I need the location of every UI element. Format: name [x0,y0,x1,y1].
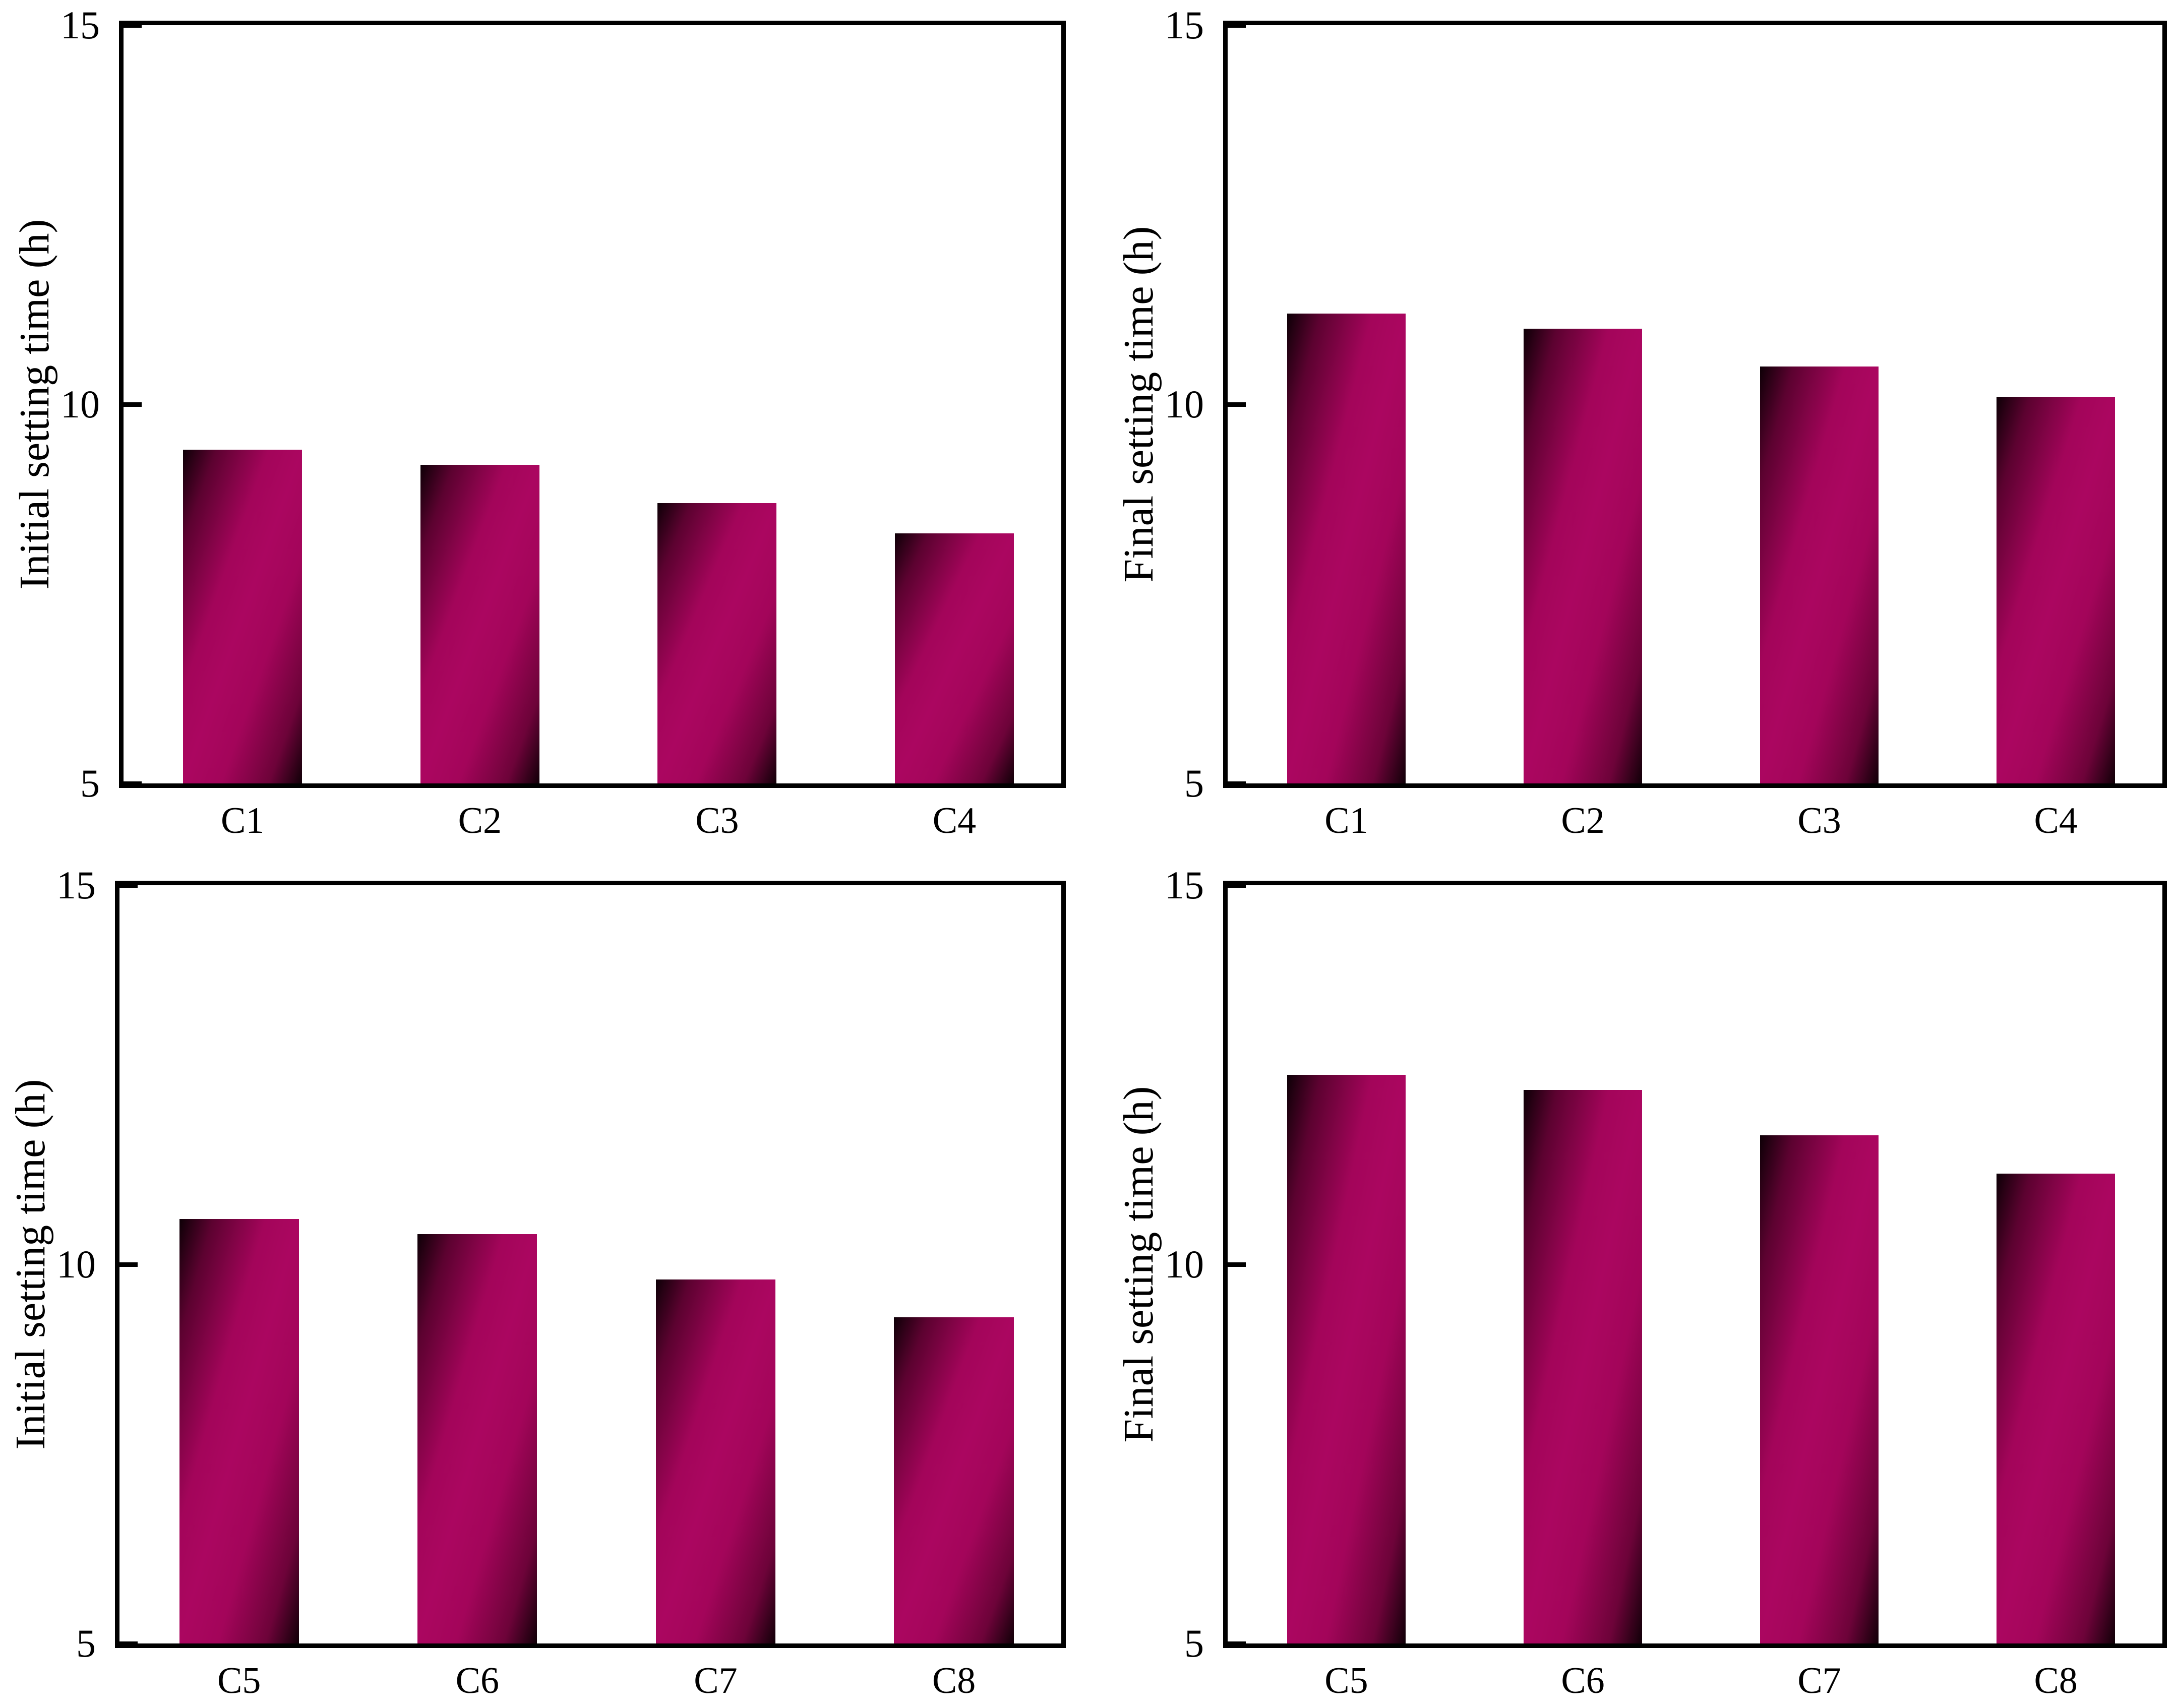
bar-c3 [1760,366,1879,783]
x-tick-label-c5: C5 [217,1660,261,1701]
x-tick-label-c7: C7 [694,1660,738,1701]
x-tick-label-c1: C1 [221,800,265,841]
y-tick-mark-10 [124,402,142,407]
y-tick-mark-15 [1228,23,1246,28]
x-tick-label-c2: C2 [1561,800,1605,841]
y-tick-label-5: 5 [76,1621,96,1665]
y-tick-mark-5 [119,1641,138,1646]
y-tick-mark-15 [1228,883,1246,888]
x-tick-label-c8: C8 [932,1660,976,1701]
bar-c6 [1523,1090,1643,1643]
bar-c2 [1523,328,1643,783]
y-tick-label-15: 15 [1165,3,1204,47]
bar-c1 [1287,313,1406,783]
y-tick-label-10: 10 [61,382,100,426]
y-tick-label-5: 5 [1184,1621,1204,1665]
bar-c8 [894,1317,1014,1643]
x-tick-label-c5: C5 [1324,1660,1368,1701]
y-tick-mark-10 [1228,402,1246,407]
bar-c5 [1287,1075,1406,1643]
bar-c2 [420,465,539,783]
chart-panel-bottom-left-initial-setting-time: Initial setting time (h) C5 C6 C7 C8 5 10 15 [0,854,1088,1708]
y-axis-label: Final setting time (h) [1115,226,1162,583]
x-tick-label-c8: C8 [2034,1660,2078,1701]
chart-panel-top-right-final-setting-time: Final setting time (h) C1 C2 C3 C4 5 10 15 [1088,0,2177,854]
y-axis-label: Initial setting time (h) [7,1079,54,1450]
x-tick-label-c1: C1 [1324,800,1368,841]
y-tick-mark-15 [119,883,138,888]
y-tick-mark-5 [1228,1641,1246,1646]
x-tick-label-c4: C4 [932,800,977,841]
bar-c8 [1996,1173,2115,1643]
chart-panel-top-left-initial-setting-time: Initial setting time (h) C1 C2 C3 C4 5 10 15 [0,0,1088,854]
chart-panel-bottom-right-final-setting-time: Final setting time (h) C5 C6 C7 C8 5 10 15 [1088,854,2177,1708]
x-tick-label-c3: C3 [695,800,739,841]
y-tick-label-15: 15 [61,3,100,47]
y-tick-mark-15 [124,23,142,28]
y-tick-label-15: 15 [1165,863,1204,907]
y-tick-mark-10 [119,1262,138,1267]
y-tick-label-10: 10 [1165,1242,1204,1286]
y-tick-label-5: 5 [1184,761,1204,805]
y-tick-label-10: 10 [1165,382,1204,426]
bar-c1 [183,450,303,783]
bar-c7 [655,1279,776,1643]
x-tick-label-c3: C3 [1797,800,1841,841]
x-tick-label-c6: C6 [455,1660,500,1701]
x-tick-label-c7: C7 [1797,1660,1841,1701]
bar-c4 [1996,396,2115,783]
bar-c6 [417,1234,537,1643]
y-tick-label-15: 15 [56,863,96,907]
y-tick-label-5: 5 [80,761,100,805]
x-tick-label-c4: C4 [2034,800,2078,841]
plot-area: Final setting time (h) [1115,21,2167,788]
y-axis-label: Final setting time (h) [1115,1086,1162,1443]
y-tick-mark-10 [1228,1262,1246,1267]
x-tick-label-c2: C2 [458,800,502,841]
y-tick-mark-5 [124,781,142,786]
plot-area: Initial setting time (h) [7,881,1066,1648]
bar-c7 [1760,1135,1879,1643]
plot-area: Final setting time (h) [1115,881,2167,1648]
y-tick-label-10: 10 [56,1242,96,1286]
bar-c5 [179,1218,299,1643]
x-tick-label-c6: C6 [1561,1660,1605,1701]
bar-c3 [657,503,777,783]
bar-c4 [894,533,1014,783]
plot-area: Initial setting time (h) [11,21,1066,788]
y-tick-mark-5 [1228,781,1246,786]
y-axis-label: Initial setting time (h) [11,219,58,590]
